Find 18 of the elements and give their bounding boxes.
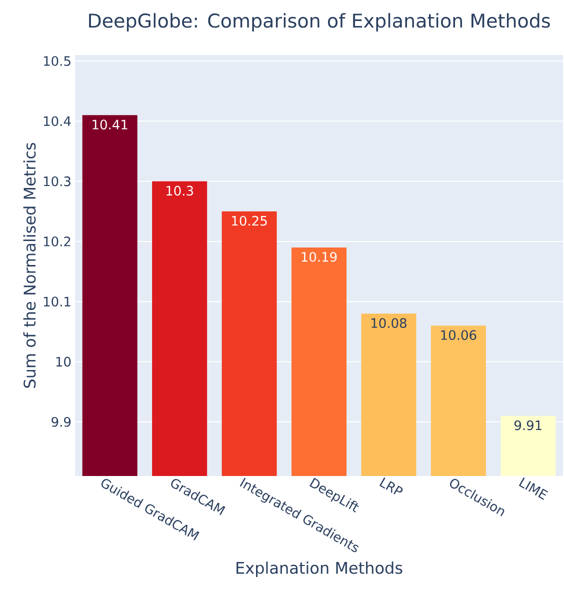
y-tick-label: 10.4 [44,116,72,126]
y-tick-label: 9.9 [52,416,71,427]
y-tick-label: 10.5 [44,56,71,66]
data-label: 10.08 [372,318,407,328]
y-tick-label: 10.1 [44,296,71,307]
data-label: 10.41 [92,120,128,130]
data-label: 9.91 [514,420,542,430]
x-axis-title: Explanation Methods [236,562,403,578]
y-axis-title: Sum of the Normalised Metrics [24,142,36,388]
chart-title: DeepGlobe: Comparison of Explanation Methods [89,13,550,32]
data-label: 10.25 [232,216,268,226]
x-tick-label: LRP [380,477,403,494]
data-label: 10.3 [166,186,194,196]
data-label: 10.19 [302,252,337,262]
y-tick-label: 10 [56,356,71,367]
y-tick-label: 10.2 [44,236,70,246]
data-label: 10.06 [441,330,476,340]
y-tick-label: 10.3 [44,176,71,186]
